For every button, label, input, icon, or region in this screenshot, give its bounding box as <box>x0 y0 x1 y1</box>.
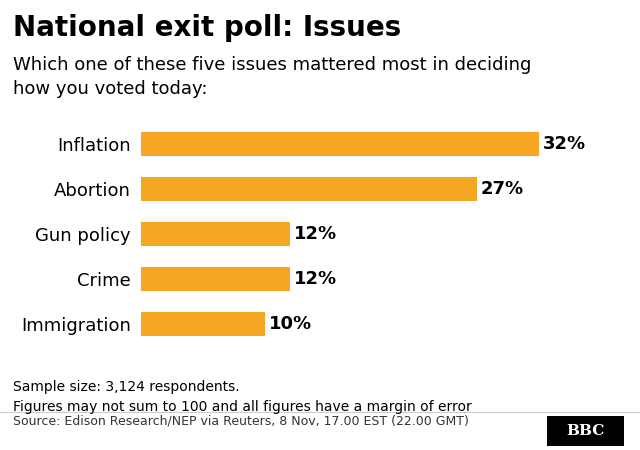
Bar <box>141 131 539 157</box>
Text: Sample size: 3,124 respondents.
Figures may not sum to 100 and all figures have : Sample size: 3,124 respondents. Figures … <box>13 380 472 414</box>
Text: 32%: 32% <box>543 135 586 153</box>
Text: 12%: 12% <box>294 225 337 243</box>
Text: Which one of these five issues mattered most in deciding
how you voted today:: Which one of these five issues mattered … <box>13 56 531 98</box>
Text: 12%: 12% <box>294 270 337 288</box>
Text: BBC: BBC <box>566 424 605 438</box>
Bar <box>141 311 265 337</box>
Bar <box>141 266 290 292</box>
Text: 27%: 27% <box>481 180 524 198</box>
Text: Source: Edison Research/NEP via Reuters, 8 Nov, 17.00 EST (22.00 GMT): Source: Edison Research/NEP via Reuters,… <box>13 414 468 427</box>
Text: National exit poll: Issues: National exit poll: Issues <box>13 14 401 41</box>
Bar <box>141 222 290 247</box>
Bar <box>141 176 477 201</box>
Text: 10%: 10% <box>269 315 312 333</box>
